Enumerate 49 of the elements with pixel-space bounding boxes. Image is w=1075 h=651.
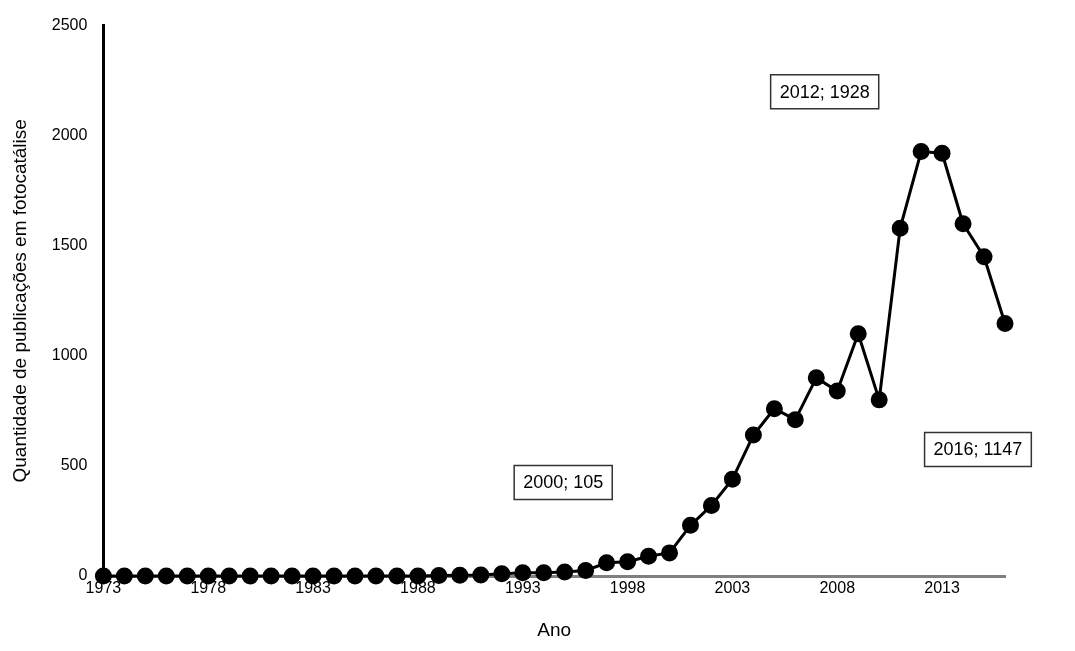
x-tick-label: 2008 [819,579,856,597]
point [241,567,259,585]
point [786,411,804,429]
x-axis-title: Ano [537,618,572,640]
point [577,562,595,579]
point [556,563,574,581]
point [744,426,762,444]
point [535,564,553,582]
point [346,567,364,585]
point [891,219,909,237]
point [262,567,280,585]
point [136,567,154,585]
y-tick-label: 0 [78,566,88,584]
point [661,544,679,562]
point [493,565,511,583]
y-tick-label: 2500 [51,16,88,34]
y-tick-label: 2000 [51,126,88,144]
y-axis-title: Quantidade de publicações em fotocatálise [8,119,30,483]
x-tick-label: 2003 [714,579,751,597]
point [912,143,930,161]
point [472,566,490,584]
point [828,382,846,400]
x-tick-label: 2013 [924,579,960,597]
x-tick-label: 1998 [609,579,646,597]
point [598,554,616,572]
point [765,400,783,418]
annotation: 2016; 1147 [933,439,1023,460]
x-tick-label: 1993 [504,579,541,597]
point [849,325,867,343]
point [807,369,825,387]
point [451,566,469,584]
y-tick-label: 500 [60,456,88,474]
point [870,391,888,409]
point [367,567,385,585]
annotation: 2012; 1928 [779,81,870,102]
point [681,516,699,534]
point [996,314,1014,332]
point [954,215,972,233]
y-tick-label: 1000 [51,346,88,364]
point [723,470,741,488]
point [640,547,658,565]
point [514,564,532,582]
point [702,497,720,515]
annotation: 2000; 105 [523,472,604,493]
point [619,553,637,571]
point [157,567,175,585]
point [933,144,951,162]
y-tick-label: 1500 [51,236,88,254]
point [975,248,993,266]
